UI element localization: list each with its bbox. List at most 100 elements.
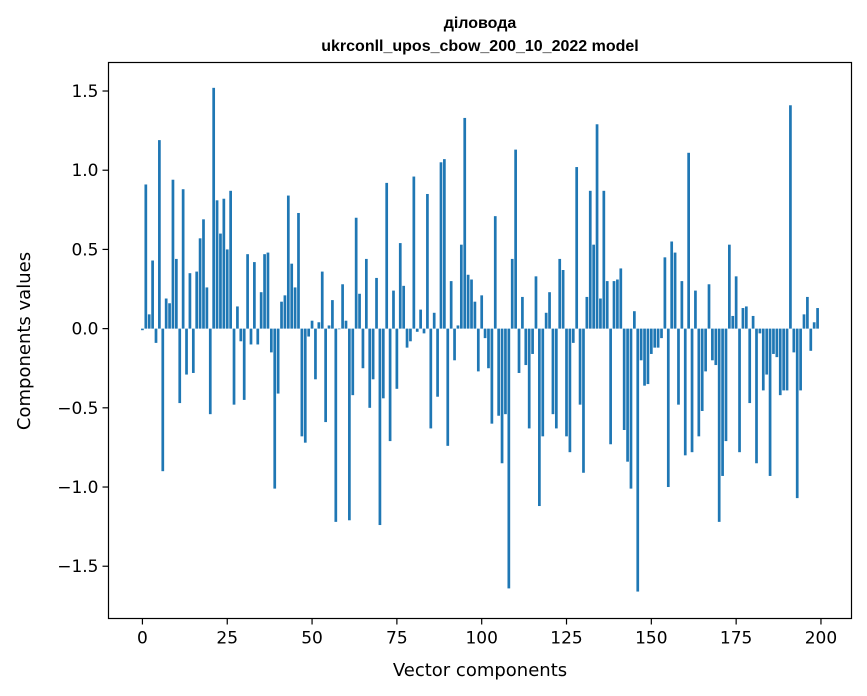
bar-195: [802, 314, 806, 329]
bar-61: [348, 328, 351, 521]
bar-62: [351, 328, 355, 396]
bar-54: [324, 328, 327, 423]
bar-60: [344, 320, 348, 329]
bar-64: [358, 293, 361, 329]
bar-143: [626, 328, 629, 462]
bar-140: [616, 279, 619, 329]
bar-118: [541, 328, 545, 437]
bar-44: [290, 263, 294, 329]
bar-133: [592, 244, 596, 329]
bar-85: [429, 328, 433, 429]
bar-194: [799, 328, 802, 391]
bar-177: [741, 308, 745, 329]
bar-87: [436, 328, 439, 397]
bar-110: [514, 149, 517, 329]
bar-183: [761, 328, 765, 391]
bar-15: [191, 328, 195, 373]
bar-100: [480, 295, 484, 329]
bar-173: [728, 244, 731, 329]
bar-76: [398, 243, 402, 329]
bar-98: [473, 301, 477, 329]
bar-3: [151, 260, 154, 329]
bar-18: [202, 219, 205, 329]
bar-22: [215, 200, 219, 329]
bar-30: [242, 328, 246, 400]
bar-57: [334, 328, 338, 522]
bar-series: [141, 87, 819, 592]
bar-165: [700, 328, 704, 411]
bar-41: [280, 301, 283, 329]
bar-65: [361, 328, 365, 369]
bar-187: [775, 328, 779, 358]
bar-94: [459, 244, 463, 329]
bar-74: [392, 290, 395, 329]
bar-137: [605, 281, 609, 329]
bar-84: [426, 193, 429, 329]
y-tick-label: −1.5: [57, 557, 98, 577]
x-tick-label: 200: [805, 629, 837, 649]
bar-198: [812, 322, 816, 329]
bar-109: [510, 258, 514, 329]
bar-166: [704, 328, 707, 372]
bar-135: [599, 298, 602, 329]
bar-47: [300, 328, 304, 437]
bar-16: [195, 271, 199, 329]
bar-38: [269, 328, 273, 353]
bar-125: [565, 328, 568, 437]
bar-190: [785, 328, 789, 391]
bar-141: [619, 268, 623, 329]
bar-185: [768, 328, 772, 476]
bar-99: [476, 328, 480, 372]
bar-180: [751, 315, 755, 329]
bar-31: [246, 254, 249, 329]
bar-26: [229, 190, 232, 329]
bar-34: [256, 328, 260, 345]
bar-1: [144, 184, 148, 329]
y-tick-label: 0.5: [71, 240, 98, 260]
x-tick-label: 125: [550, 629, 582, 649]
bar-181: [755, 328, 758, 464]
bar-53: [320, 271, 324, 329]
bar-36: [263, 254, 266, 329]
bar-117: [538, 328, 541, 507]
bar-126: [568, 328, 572, 453]
bar-68: [371, 328, 375, 380]
y-tick-label: 1.5: [71, 82, 98, 102]
bar-40: [276, 328, 280, 394]
bar-155: [666, 328, 670, 488]
x-tick-label: 25: [216, 629, 238, 649]
bar-80: [412, 176, 416, 329]
chart-title-line2: ukrconll_upos_cbow_200_10_2022 model: [321, 38, 638, 55]
bar-43: [286, 195, 290, 329]
bar-186: [772, 328, 775, 354]
bar-124: [561, 270, 565, 329]
bar-14: [188, 273, 192, 329]
bar-175: [734, 276, 738, 329]
bar-82: [419, 309, 422, 329]
bar-21: [212, 87, 216, 329]
bar-71: [381, 328, 385, 399]
y-axis-label: Components values: [14, 252, 35, 430]
bar-106: [500, 328, 504, 464]
bar-162: [690, 328, 694, 453]
bar-105: [497, 328, 501, 416]
bar-95: [463, 117, 467, 329]
bar-160: [683, 328, 687, 456]
bar-149: [646, 328, 650, 385]
bar-77: [402, 285, 406, 329]
bar-115: [531, 328, 534, 354]
bar-48: [303, 328, 307, 443]
bar-128: [575, 167, 579, 329]
bar-19: [205, 287, 209, 329]
bar-58: [337, 328, 341, 330]
bar-154: [663, 257, 667, 329]
bar-9: [171, 179, 175, 329]
bar-25: [225, 249, 229, 329]
bar-164: [697, 328, 701, 437]
bar-20: [208, 328, 212, 415]
x-tick-label: 0: [137, 629, 148, 649]
bar-111: [517, 328, 521, 373]
bar-81: [415, 328, 419, 332]
bar-49: [307, 328, 311, 337]
bar-46: [297, 212, 300, 329]
